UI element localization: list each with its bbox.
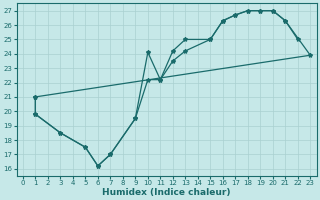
X-axis label: Humidex (Indice chaleur): Humidex (Indice chaleur) xyxy=(102,188,231,197)
